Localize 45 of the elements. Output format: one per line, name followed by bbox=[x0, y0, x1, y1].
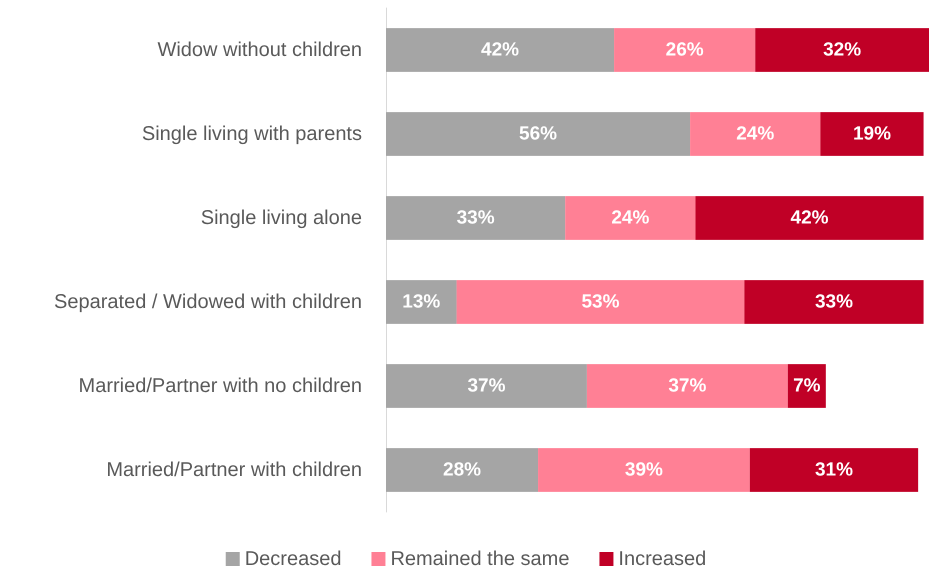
y-tick-label: Separated / Widowed with children bbox=[54, 291, 362, 313]
bar bbox=[386, 448, 538, 492]
data-label: 24% bbox=[736, 124, 774, 144]
y-tick-label: Married/Partner with no children bbox=[78, 375, 362, 397]
bar bbox=[586, 364, 788, 408]
data-label: 39% bbox=[624, 460, 664, 480]
data-label: 24% bbox=[611, 208, 650, 228]
data-label: 42% bbox=[790, 208, 829, 228]
bar bbox=[755, 28, 929, 72]
bar bbox=[386, 280, 457, 324]
bar bbox=[565, 196, 696, 240]
bar bbox=[386, 112, 690, 156]
bar bbox=[750, 448, 918, 492]
y-tick-label: Widow without children bbox=[157, 39, 362, 61]
data-label: 19% bbox=[852, 124, 892, 144]
bar bbox=[820, 112, 924, 156]
bar bbox=[456, 280, 744, 324]
bar bbox=[538, 448, 750, 492]
data-label: 28% bbox=[443, 460, 482, 480]
legend-label: Increased bbox=[618, 548, 706, 570]
bar bbox=[386, 28, 614, 72]
y-tick-label: Married/Partner with children bbox=[106, 459, 362, 481]
data-label: 32% bbox=[823, 40, 862, 60]
data-label: 56% bbox=[519, 124, 558, 144]
data-label: 26% bbox=[666, 40, 704, 60]
y-tick-label: Single living alone bbox=[200, 207, 362, 229]
data-label: 53% bbox=[581, 292, 620, 312]
bar bbox=[690, 112, 820, 156]
bar bbox=[386, 364, 587, 408]
data-label: 37% bbox=[467, 376, 506, 396]
data-label: 13% bbox=[402, 292, 440, 312]
bar bbox=[696, 196, 924, 240]
bar bbox=[386, 196, 566, 240]
data-label: 33% bbox=[814, 292, 854, 312]
bar bbox=[744, 280, 924, 324]
legend-label: Decreased bbox=[244, 548, 342, 570]
bar bbox=[614, 28, 756, 72]
legend-label: Remained the same bbox=[390, 548, 570, 570]
y-tick-label: Single living with parents bbox=[142, 123, 362, 145]
data-label: 7% bbox=[793, 376, 821, 396]
data-label: 31% bbox=[814, 460, 854, 480]
bar bbox=[788, 364, 826, 408]
data-label: 33% bbox=[456, 208, 495, 228]
data-label: 42% bbox=[481, 40, 520, 60]
data-label: 37% bbox=[668, 376, 706, 396]
